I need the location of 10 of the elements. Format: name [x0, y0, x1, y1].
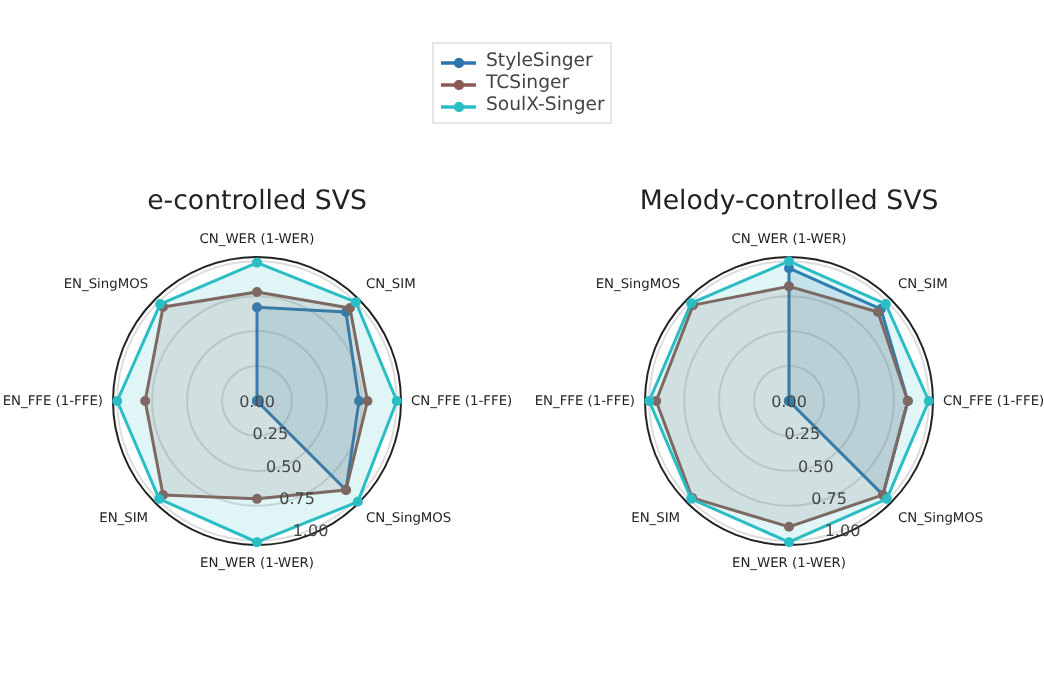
chart-title: Melody-controlled SVS — [639, 187, 939, 217]
legend-label: TCSinger — [486, 72, 570, 94]
y-tick-label: 0.50 — [265, 457, 302, 476]
legend-label: StyleSinger — [486, 50, 593, 72]
y-tick-label: 0.50 — [797, 457, 834, 476]
legend-label: SoulX-Singer — [486, 94, 605, 116]
y-tick-label: 0.25 — [784, 425, 821, 444]
y-tick-label: 0.75 — [811, 489, 847, 508]
y-tick-label: 0.25 — [252, 425, 289, 444]
text: e-controlled SVS — [147, 187, 367, 217]
